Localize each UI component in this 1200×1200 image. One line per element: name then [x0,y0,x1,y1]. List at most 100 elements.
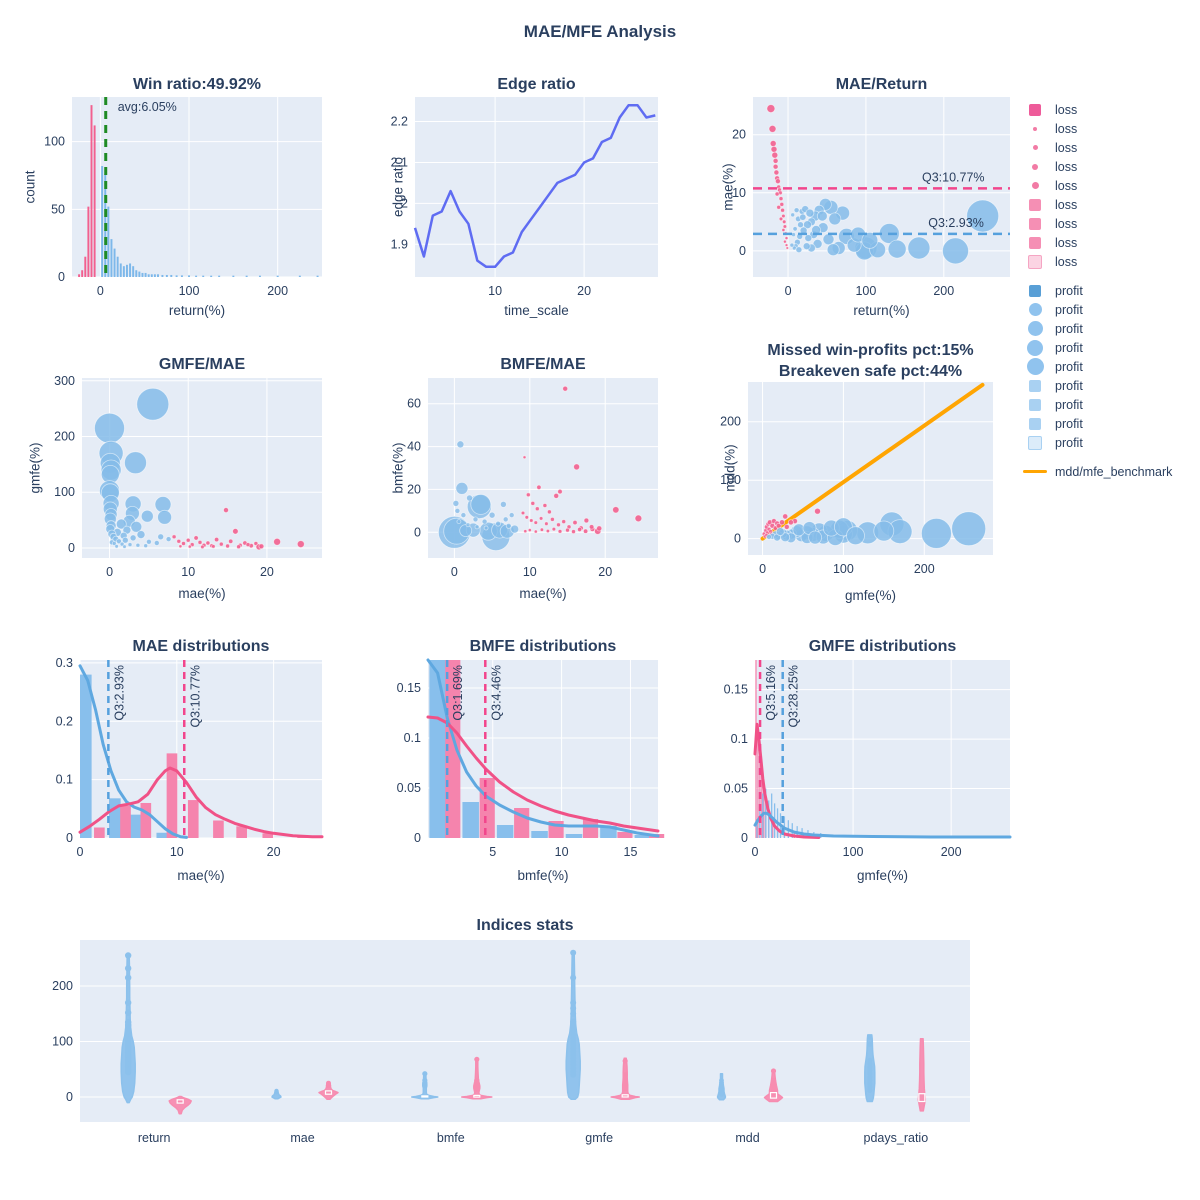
legend-label: profit [1055,397,1083,412]
legend-label: loss [1055,254,1078,269]
legend-item-profit[interactable]: profit [1022,281,1194,300]
svg-text:300: 300 [54,374,75,388]
svg-text:0: 0 [734,532,741,546]
svg-text:gmfe: gmfe [585,1131,613,1145]
legend-dot-swatch-icon [1022,182,1048,189]
svg-text:5: 5 [489,845,496,859]
subplot-edge-ratio: Edge ratio edge ratio 10 20 1.9 2 2.1 2.2 tim… [385,58,697,348]
legend-item-profit[interactable]: profit [1022,338,1194,357]
legend-item-profit[interactable]: profit [1022,376,1194,395]
legend-square-swatch-icon [1022,103,1048,116]
legend-item-profit[interactable]: profit [1022,300,1194,319]
svg-text:100: 100 [54,485,75,499]
subplot-title: BMFE distributions [469,638,617,655]
legend-item-profit[interactable]: profit [1022,414,1194,433]
legend-item-loss[interactable]: loss [1022,100,1194,119]
svg-text:20: 20 [407,482,421,496]
subplot-win-ratio: Win ratio:49.92% count 0 100 200 0 50 100 avg:… [20,58,360,348]
subplot-title: GMFE/MAE [158,356,246,373]
svg-text:Q3:1.69%: Q3:1.69% [451,665,465,721]
subplot-title-line1: Missed win-profits pct:15% [767,342,974,359]
subplot-mdd-gmfe: Missed win-profits pct:15% Breakeven saf… [715,338,1027,628]
legend-label: profit [1055,340,1083,355]
svg-text:2.2: 2.2 [391,115,408,129]
svg-text:0: 0 [97,284,104,298]
legend-label: loss [1055,121,1078,136]
legend-dot-swatch-icon [1022,358,1048,375]
legend-label: loss [1055,197,1078,212]
svg-text:100: 100 [855,284,876,298]
legend-dot-swatch-icon [1022,163,1048,170]
legend-item-loss[interactable]: loss [1022,157,1194,176]
x-axis-label: gmfe(%) [856,868,908,883]
legend-item-loss[interactable]: loss [1022,195,1194,214]
svg-text:10: 10 [181,565,195,579]
gmfe-dist-plot[interactable]: 0 100 200 0 0.05 0.1 0.15 Q3:5.16% Q3:28.25% [715,618,1027,908]
subplot-indices-stats: Indices stats 0 100 200 return mae bmfe gmfe md… [20,895,1030,1185]
svg-text:0: 0 [739,244,746,258]
svg-text:0: 0 [77,845,84,859]
legend-item-loss[interactable]: loss [1022,176,1194,195]
svg-text:0: 0 [106,565,113,579]
svg-text:15: 15 [624,845,638,859]
subplot-mae-return: MAE/Return mae(%) 0 100 200 0 10 20 Q3:10.77% Q… [715,58,1027,348]
mdd-gmfe-plot[interactable]: 0 100 200 0 100 200 [715,338,1027,628]
svg-text:200: 200 [52,979,73,993]
subplot-gmfe-mae: GMFE/MAE gmfe(%) 0 10 20 0 100 200 300 mae(%) [20,338,360,628]
svg-text:100: 100 [179,284,200,298]
legend-item-loss[interactable]: loss [1022,214,1194,233]
legend-item-profit[interactable]: profit [1022,433,1194,452]
svg-text:pdays_ratio: pdays_ratio [864,1131,929,1145]
mae-return-plot[interactable]: 0 100 200 0 10 20 Q3:10.77% Q3:2.93% [715,58,1027,348]
legend-square-swatch-icon [1022,236,1048,249]
svg-text:0: 0 [785,284,792,298]
legend-item-profit[interactable]: profit [1022,319,1194,338]
legend-dot-swatch-icon [1022,126,1048,131]
legend-item-loss[interactable]: loss [1022,119,1194,138]
legend-square-swatch-icon [1022,379,1048,392]
svg-text:0: 0 [414,525,421,539]
svg-text:Q3:2.93%: Q3:2.93% [928,216,984,230]
svg-text:0: 0 [752,845,759,859]
svg-text:20: 20 [577,284,591,298]
x-axis-label: mae(%) [519,586,567,601]
svg-text:2: 2 [401,196,408,210]
svg-text:return: return [138,1131,171,1145]
svg-text:0: 0 [66,831,73,845]
subplot-title: Indices stats [476,917,574,934]
legend-label: loss [1055,159,1078,174]
legend-item-mdd-mfe-benchmark[interactable]: mdd/mfe_benchmark [1022,462,1194,481]
svg-text:200: 200 [941,845,962,859]
svg-text:avg:6.05%: avg:6.05% [118,100,177,114]
legend-label: profit [1055,378,1083,393]
indices-stats-plot[interactable]: 0 100 200 return mae bmfe gmfe mdd pdays_ratio [20,895,1030,1185]
page-title: MAE/MFE Analysis [523,22,677,41]
legend-item-profit[interactable]: profit [1022,357,1194,376]
svg-text:200: 200 [914,562,935,576]
x-axis-label: mae(%) [177,868,225,883]
legend-item-profit[interactable]: profit [1022,395,1194,414]
legend-item-loss[interactable]: loss [1022,233,1194,252]
bmfe-dist-plot[interactable]: 5 10 15 0 0.05 0.1 0.15 Q3:1.69% Q3:4.46% [385,618,697,908]
legend-item-loss[interactable]: loss [1022,252,1194,271]
legend-item-loss[interactable]: loss [1022,138,1194,157]
svg-text:0: 0 [58,270,65,284]
mae-dist-plot[interactable]: 0 10 20 0 0.1 0.2 0.3 Q3:2.93% Q3:10.77% [20,618,360,908]
legend-line-swatch-icon [1022,470,1048,473]
bmfe-mae-plot[interactable]: 0 10 20 0 20 40 60 [385,338,697,628]
svg-text:100: 100 [44,135,65,149]
legend-label: profit [1055,302,1083,317]
legend-square-swatch-icon [1022,198,1048,211]
legend-dot-swatch-icon [1022,303,1048,316]
subplot-title: Win ratio:49.92% [133,76,261,93]
svg-text:0.3: 0.3 [56,656,73,670]
edge-ratio-plot[interactable]: 10 20 1.9 2 2.1 2.2 [385,58,697,348]
svg-text:20: 20 [732,128,746,142]
win-ratio-plot[interactable]: 0 100 200 0 50 100 avg:6.05% [20,58,360,348]
legend-square-swatch-icon [1022,254,1048,269]
x-axis-label: bmfe(%) [517,868,569,883]
legend-label: loss [1055,235,1078,250]
x-axis-label: return(%) [168,303,226,318]
